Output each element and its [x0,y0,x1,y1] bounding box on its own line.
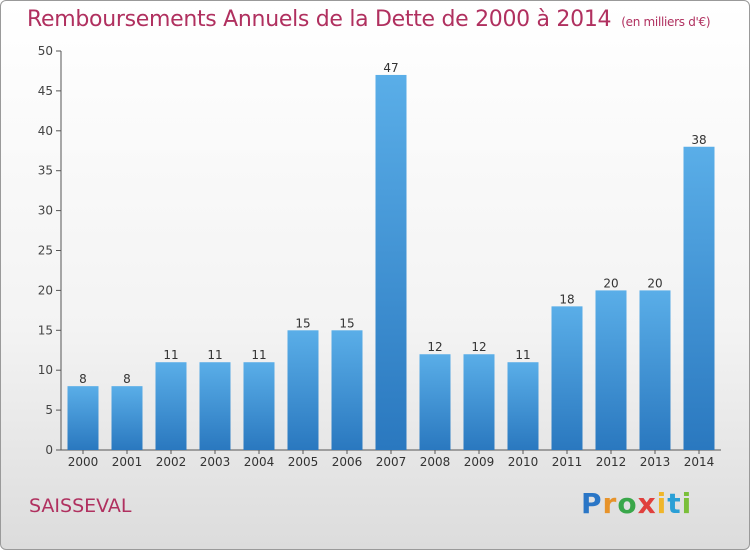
y-tick-label: 25 [38,244,53,258]
x-tick-label-2013: 2013 [640,455,671,469]
data-label-2005: 15 [295,316,310,330]
commune-name: SAISSEVAL [29,495,132,517]
x-tick-label-2008: 2008 [420,455,451,469]
data-label-2006: 15 [339,316,354,330]
x-tick-label-2007: 2007 [376,455,407,469]
data-label-2008: 12 [427,340,442,354]
x-tick-label-2012: 2012 [596,455,627,469]
data-label-2007: 47 [383,61,398,75]
bar-2004 [243,362,275,450]
proxiti-logo: Proxiti [581,487,693,520]
data-label-2002: 11 [163,348,178,362]
data-label-2011: 18 [559,292,574,306]
data-label-2010: 11 [515,348,530,362]
x-tick-label-2003: 2003 [200,455,231,469]
data-label-2014: 38 [691,133,706,147]
y-tick-label: 5 [45,403,53,417]
y-tick-label: 40 [38,124,53,138]
bar-2006 [331,330,363,450]
x-tick-label-2014: 2014 [684,455,715,469]
y-tick-label: 50 [38,44,53,58]
bar-2010 [507,362,539,450]
bar-2005 [287,330,319,450]
x-tick-label-2004: 2004 [244,455,275,469]
data-label-2003: 11 [207,348,222,362]
y-tick-label: 35 [38,164,53,178]
x-tick-label-2000: 2000 [68,455,99,469]
x-tick-label-2010: 2010 [508,455,539,469]
data-label-2000: 8 [79,372,87,386]
bar-2014 [683,146,715,450]
chart-title: Remboursements Annuels de la Dette de 20… [27,7,711,32]
x-tick-label-2002: 2002 [156,455,187,469]
y-tick-label: 0 [45,443,53,457]
bar-2003 [199,362,231,450]
x-tick-label-2005: 2005 [288,455,319,469]
bar-2012 [595,290,627,450]
bar-2001 [111,386,143,450]
y-tick-label: 10 [38,363,53,377]
data-label-2004: 11 [251,348,266,362]
bar-2007 [375,74,407,450]
x-tick-label-2006: 2006 [332,455,363,469]
data-label-2012: 20 [603,276,618,290]
x-tick-label-2011: 2011 [552,455,583,469]
data-label-2001: 8 [123,372,131,386]
x-tick-label-2009: 2009 [464,455,495,469]
chart-unit: (en milliers d'€) [621,15,711,29]
chart-title-text: Remboursements Annuels de la Dette de 20… [27,7,612,32]
bar-2011 [551,306,583,450]
bar-2000 [67,386,99,450]
y-tick-label: 30 [38,204,53,218]
x-tick-label-2001: 2001 [112,455,143,469]
bar-2008 [419,354,451,450]
y-tick-label: 20 [38,283,53,297]
y-tick-label: 15 [38,323,53,337]
data-label-2009: 12 [471,340,486,354]
bar-2002 [155,362,187,450]
bar-2013 [639,290,671,450]
bar-2009 [463,354,495,450]
y-tick-label: 45 [38,84,53,98]
data-label-2013: 20 [647,276,662,290]
